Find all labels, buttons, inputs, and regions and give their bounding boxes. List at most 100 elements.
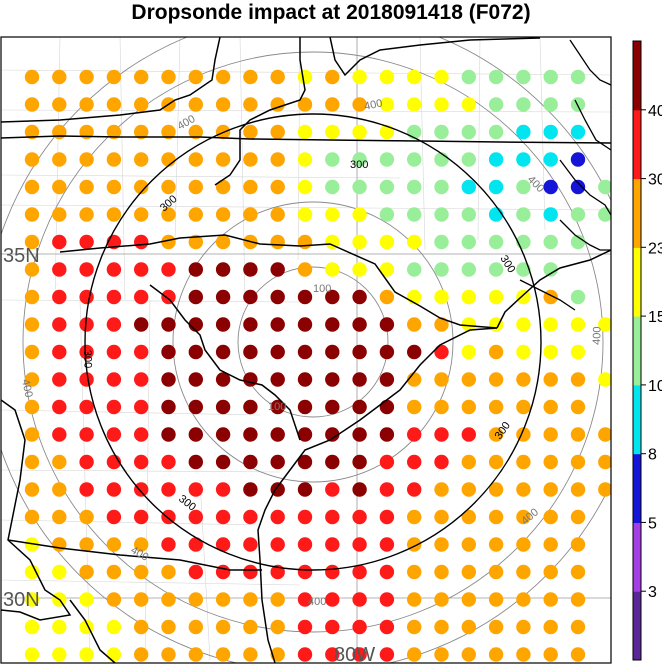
outer-banks [519, 39, 611, 311]
impact-dot [543, 509, 558, 525]
impact-dot [134, 317, 149, 332]
impact-dot [188, 372, 203, 387]
impact-dot [570, 289, 586, 305]
impact-dot [297, 372, 313, 387]
impact-dot [79, 537, 94, 552]
impact-dot [52, 372, 67, 387]
impact-dot [570, 592, 586, 607]
impact-dot [407, 564, 422, 580]
impact-dot [134, 647, 149, 662]
impact-dot [407, 647, 422, 662]
impact-dot [379, 179, 395, 195]
impact-dot [325, 179, 340, 195]
impact-dot [24, 619, 40, 635]
impact-dot [52, 317, 67, 332]
impact-dot [161, 619, 176, 635]
impact-dot [434, 234, 449, 250]
impact-dot [106, 647, 122, 662]
impact-dot [188, 427, 203, 442]
impact-dot [297, 537, 313, 552]
impact-dot [407, 482, 422, 497]
contour-label-100: 100 [268, 401, 286, 413]
impact-dot [352, 262, 367, 277]
impact-dot [325, 124, 340, 140]
impact-dot [488, 124, 504, 140]
impact-dot [434, 124, 449, 140]
impact-dot [488, 372, 504, 387]
impact-dot [106, 207, 122, 222]
impact-dot [215, 69, 231, 85]
impact-dot [270, 152, 285, 167]
impact-dot [134, 619, 149, 635]
impact-dot [79, 207, 94, 222]
impact-dot [106, 97, 122, 112]
impact-dot [297, 619, 313, 635]
impact-dot [243, 124, 258, 140]
impact-dot [270, 619, 285, 635]
impact-dot [215, 207, 231, 222]
impact-dot [24, 69, 40, 85]
impact-dot [270, 427, 285, 442]
impact-dot [24, 372, 40, 387]
impact-dot [488, 207, 504, 222]
impact-dot [325, 619, 340, 635]
impact-dot [134, 372, 149, 387]
impact-dot [106, 482, 122, 497]
impact-dot [434, 537, 449, 552]
impact-dot [325, 564, 340, 580]
colorbar-tick-label: 23 [648, 240, 662, 257]
impact-dot [434, 454, 449, 470]
impact-dot [407, 207, 422, 222]
impact-dot [379, 207, 395, 222]
impact-dot [188, 179, 203, 195]
impact-dot [325, 454, 340, 470]
impact-dot [325, 592, 340, 607]
impact-dot [570, 482, 586, 497]
impact-dot [407, 427, 422, 442]
impact-dot [134, 344, 149, 360]
impact-dot [134, 592, 149, 607]
impact-dot [243, 69, 258, 85]
impact-dot [461, 509, 476, 525]
impact-dot [270, 179, 285, 195]
impact-dot [598, 207, 611, 222]
contour-label-300: 300 [158, 193, 180, 214]
impact-dot [243, 262, 258, 277]
impact-dot [24, 509, 40, 525]
impact-dot [297, 207, 313, 222]
impact-dot [243, 592, 258, 607]
impact-dot [379, 124, 395, 140]
impact-dot [516, 179, 531, 195]
impact-dot [488, 344, 504, 360]
impact-dot [188, 207, 203, 222]
impact-dot [407, 152, 422, 167]
impact-dot [161, 647, 176, 662]
impact-dot [297, 317, 313, 332]
impact-dot [570, 344, 586, 360]
impact-dot [516, 262, 531, 277]
impact-dot [543, 124, 558, 140]
impact-dot [325, 262, 340, 277]
impact-dot [461, 97, 476, 112]
colorbar-tick-label: 30 [648, 172, 662, 189]
impact-dot [434, 427, 449, 442]
impact-dot [297, 427, 313, 442]
impact-dot [79, 564, 94, 580]
impact-dot [379, 509, 395, 525]
impact-dot [270, 124, 285, 140]
impact-dot [243, 619, 258, 635]
impact-dot [325, 289, 340, 305]
impact-dot [297, 399, 313, 415]
impact-dot [215, 372, 231, 387]
impact-dot [516, 317, 531, 332]
impact-dot [106, 124, 122, 140]
impact-dot [407, 509, 422, 525]
impact-dot [325, 537, 340, 552]
impact-dot [516, 69, 531, 85]
impact-dot [24, 179, 40, 195]
impact-dot [24, 289, 40, 305]
impact-dot [543, 289, 558, 305]
impact-dot [106, 69, 122, 85]
impact-dot [215, 427, 231, 442]
impact-dot [352, 69, 367, 85]
